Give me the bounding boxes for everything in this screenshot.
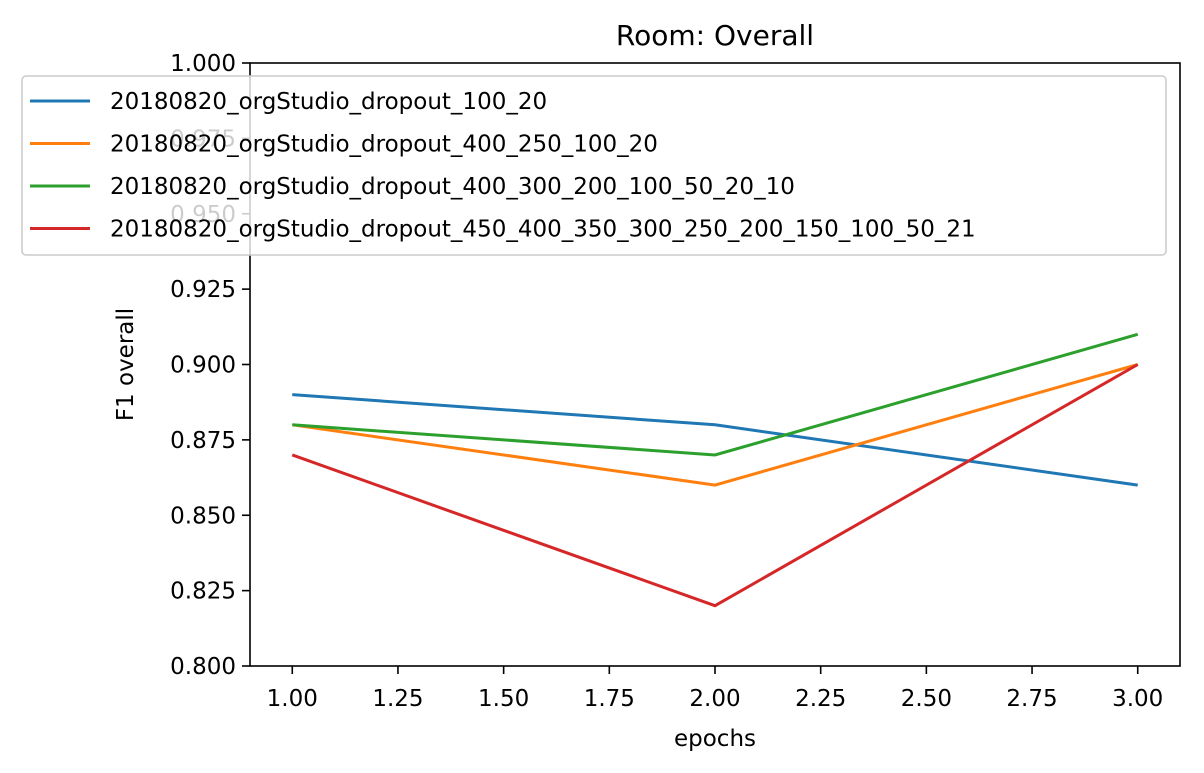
x-tick-label: 1.25 — [372, 686, 423, 712]
axis-ticks: 1.00 1.25 1.50 1.75 2.00 2.25 2.50 2.75 3.00 0.80… — [170, 51, 1163, 712]
plot-frame — [249, 62, 1181, 667]
legend-label: 20180820_orgStudio_dropout_400_300_200_1… — [110, 174, 795, 200]
y-tick-label: 0.850 — [170, 503, 236, 529]
x-tick-label: 1.50 — [478, 686, 529, 712]
x-tick-label: 2.50 — [901, 686, 952, 712]
x-tick-label: 2.00 — [689, 686, 740, 712]
y-tick-label: 0.875 — [170, 428, 236, 454]
y-tick-label: 0.800 — [170, 654, 236, 680]
series-line-3 — [292, 332, 1139, 457]
legend: 20180820_orgStudio_dropout_100_20 2018082… — [21, 75, 1167, 256]
x-axis-label: epochs — [674, 726, 756, 752]
chart-title: Room: Overall — [616, 19, 814, 52]
x-tick-label: 2.75 — [1006, 686, 1057, 712]
legend-label: 20180820_orgStudio_dropout_100_20 — [110, 89, 547, 115]
series-line-1 — [292, 393, 1138, 487]
legend-box — [21, 75, 1167, 256]
x-tick-label: 2.25 — [795, 686, 846, 712]
series-lines — [291, 332, 1139, 608]
y-tick-label: 0.825 — [170, 579, 236, 605]
series-line-4 — [291, 363, 1139, 608]
x-tick-label: 1.00 — [267, 686, 318, 712]
series-line-2 — [292, 363, 1139, 487]
legend-label: 20180820_orgStudio_dropout_450_400_350_3… — [110, 217, 976, 243]
x-tick-label: 1.75 — [584, 686, 635, 712]
legend-label: 20180820_orgStudio_dropout_400_250_100_2… — [110, 132, 658, 158]
x-tick-label: 3.00 — [1112, 686, 1163, 712]
y-axis-label: F1 overall — [113, 308, 139, 421]
y-tick-label: 0.925 — [170, 277, 236, 303]
y-tick-label: 0.900 — [170, 353, 236, 379]
y-tick-label: 1.000 — [170, 51, 236, 77]
